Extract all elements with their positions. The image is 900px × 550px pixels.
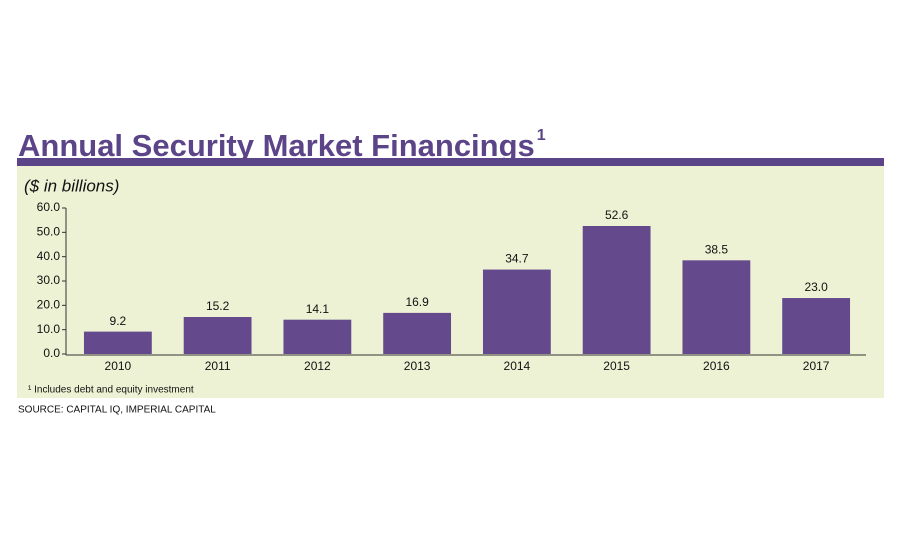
title-rule [17, 158, 884, 166]
value-label: 52.6 [605, 208, 629, 222]
bar [682, 260, 751, 354]
y-tick-label: 10.0 [37, 322, 61, 336]
x-tick-label: 2016 [703, 359, 730, 373]
value-label: 16.9 [405, 295, 429, 309]
value-label: 9.2 [110, 314, 127, 328]
x-tick-label: 2012 [304, 359, 331, 373]
bar [83, 331, 152, 354]
y-tick-label: 0.0 [43, 346, 60, 360]
chart-background [17, 166, 884, 398]
y-tick-label: 50.0 [37, 225, 61, 239]
y-tick-label: 60.0 [37, 200, 61, 214]
value-label: 14.1 [306, 302, 330, 316]
bar [383, 312, 452, 354]
x-tick-label: 2010 [105, 359, 132, 373]
bar [482, 269, 551, 354]
subtitle: ($ in billions) [24, 176, 119, 195]
chart-title: Annual Security Market Financings [18, 128, 535, 163]
bar [283, 319, 352, 354]
title-superscript: 1 [537, 127, 546, 144]
bar [183, 317, 252, 354]
bar [782, 298, 851, 354]
x-tick-label: 2015 [603, 359, 630, 373]
y-tick-label: 20.0 [37, 298, 61, 312]
footnote: ¹ Includes debt and equity investment [28, 385, 194, 396]
value-label: 38.5 [705, 242, 729, 256]
x-tick-label: 2014 [504, 359, 531, 373]
source: SOURCE: CAPITAL IQ, IMPERIAL CAPITAL [18, 405, 216, 416]
bar [582, 226, 651, 354]
x-tick-label: 2017 [803, 359, 830, 373]
value-label: 15.2 [206, 299, 230, 313]
y-tick-label: 30.0 [37, 273, 61, 287]
x-tick-label: 2013 [404, 359, 431, 373]
value-label: 34.7 [505, 252, 529, 266]
x-tick-label: 2011 [205, 359, 231, 373]
value-label: 23.0 [804, 280, 828, 294]
y-tick-label: 40.0 [37, 249, 61, 263]
